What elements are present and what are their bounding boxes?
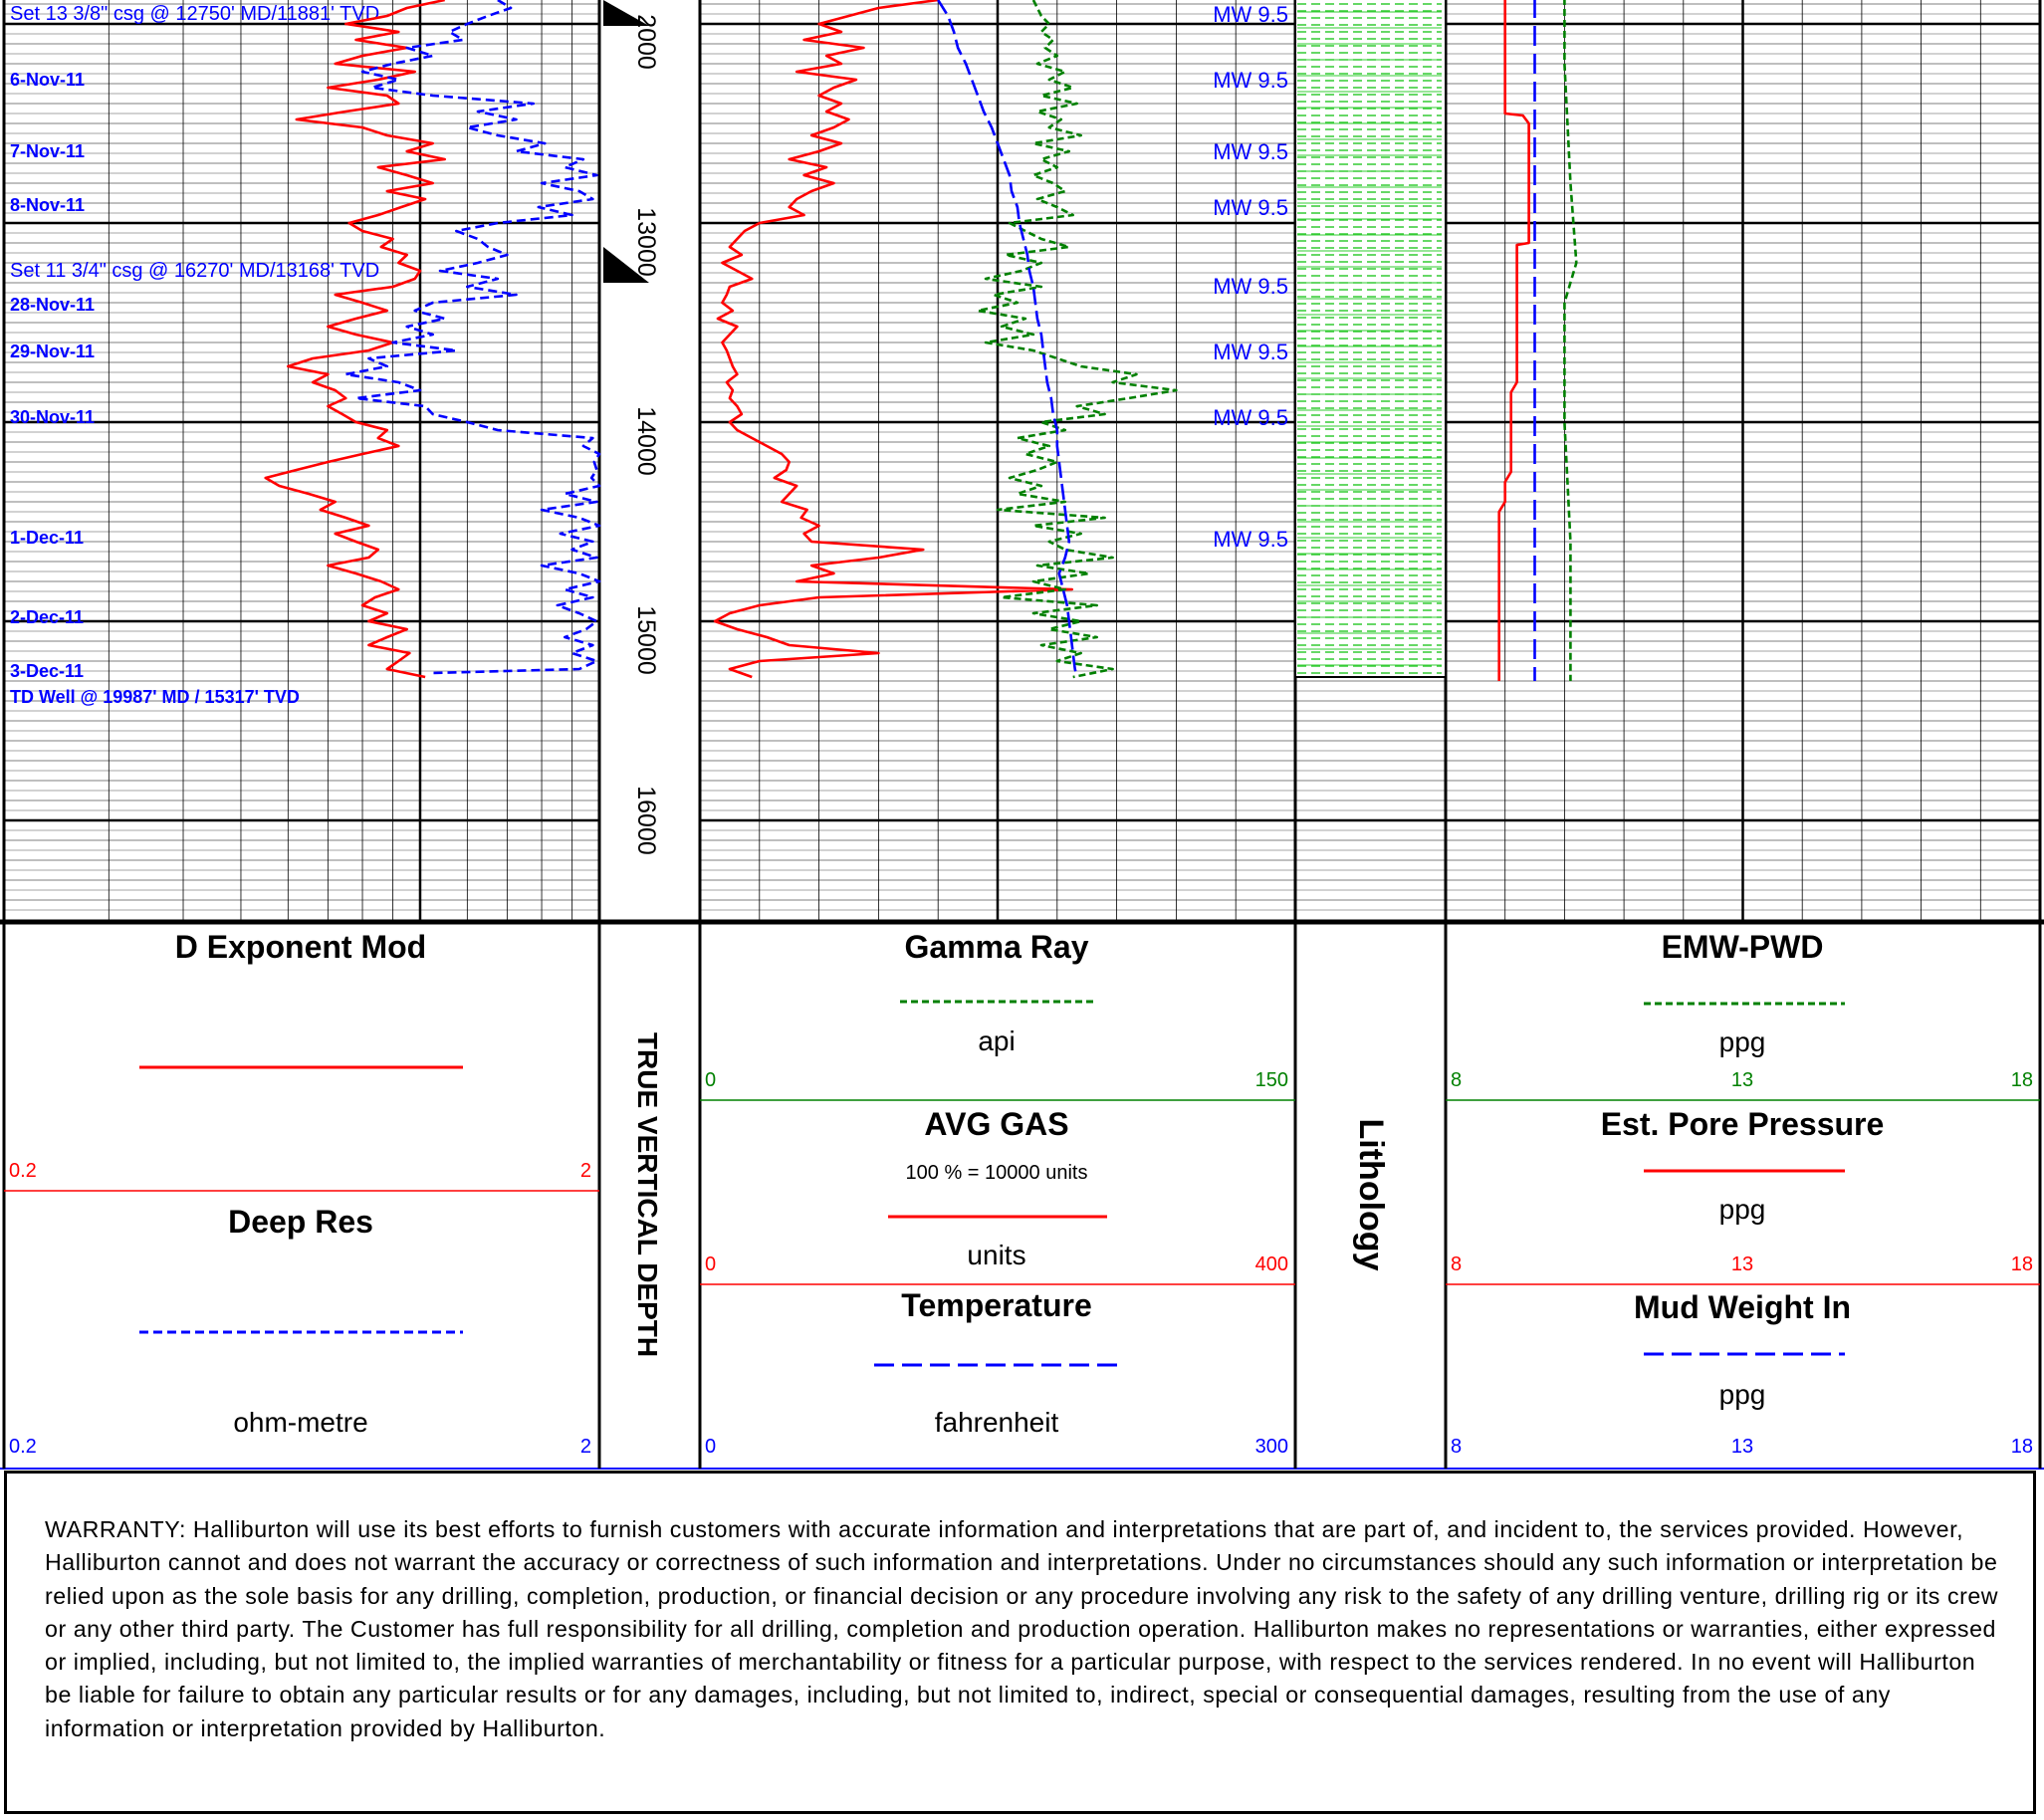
d-exponent-max: 2	[580, 1160, 591, 1182]
pore-pressure-mid: 13	[1731, 1253, 1753, 1275]
curve-gamma-ray	[976, 0, 1178, 679]
log-curves	[264, 0, 1578, 681]
gamma-ray-min: 0	[705, 1069, 716, 1091]
mw-label: MW 9.5	[1213, 2, 1288, 27]
depth-track-header: TRUE VERTICAL DEPTH	[632, 1032, 663, 1357]
mud-weight-in-mid: 13	[1731, 1436, 1753, 1458]
casing-annotation-13-3-8: Set 13 3/8" csg @ 12750' MD/11881' TVD	[10, 3, 379, 25]
gamma-ray-title: Gamma Ray	[905, 929, 1089, 965]
curve-header-panel: D Exponent Mod 0.2 2 Deep Res ohm-metre …	[0, 919, 2044, 1470]
curve-avg-gas	[713, 0, 1074, 679]
gamma-ray-max: 150	[1255, 1069, 1288, 1091]
deep-res-title: Deep Res	[228, 1204, 373, 1240]
date-label: 29-Nov-11	[10, 341, 95, 361]
mw-label: MW 9.5	[1213, 274, 1288, 299]
mw-label: MW 9.5	[1213, 340, 1288, 364]
warranty-text: WARRANTY: Halliburton will use its best …	[45, 1516, 1999, 1741]
depth-tick-label: 14000	[632, 406, 660, 476]
casing-shoe-marker	[603, 247, 649, 283]
gamma-ray-unit: api	[978, 1025, 1015, 1056]
grid-layer	[2, 0, 2042, 921]
avg-gas-unit: units	[967, 1240, 1025, 1270]
mw-label: MW 9.5	[1213, 527, 1288, 552]
avg-gas-min: 0	[705, 1253, 716, 1275]
pore-pressure-title: Est. Pore Pressure	[1601, 1106, 1885, 1142]
emw-pwd-mid: 13	[1731, 1069, 1753, 1091]
avg-gas-title: AVG GAS	[924, 1106, 1068, 1142]
warranty-box: WARRANTY: Halliburton will use its best …	[4, 1471, 2036, 1814]
mud-weight-in-max: 18	[2011, 1436, 2033, 1458]
date-label: 3-Dec-11	[10, 661, 84, 681]
date-label: 7-Nov-11	[10, 141, 85, 161]
temperature-title: Temperature	[901, 1287, 1091, 1323]
avg-gas-note: 100 % = 10000 units	[906, 1162, 1088, 1184]
emw-pwd-unit: ppg	[1719, 1026, 1766, 1057]
emw-pwd-max: 18	[2011, 1069, 2033, 1091]
deep-res-unit: ohm-metre	[233, 1407, 367, 1438]
deep-res-min: 0.2	[9, 1436, 37, 1458]
depth-tick-label: 16000	[632, 786, 660, 855]
depth-tick-label: 2000	[632, 14, 660, 70]
d-exponent-title: D Exponent Mod	[175, 929, 426, 965]
depth-tick-label: 13000	[632, 207, 660, 277]
lithology-title: Lithology	[1352, 1119, 1390, 1271]
date-label: 30-Nov-11	[10, 407, 95, 427]
date-label: 8-Nov-11	[10, 195, 85, 215]
date-label: 6-Nov-11	[10, 70, 85, 90]
mw-label: MW 9.5	[1213, 68, 1288, 93]
mud-log-chart: Set 13 3/8" csg @ 12750' MD/11881' TVD 6…	[0, 0, 2044, 1470]
mud-weight-in-min: 8	[1451, 1436, 1462, 1458]
mud-weight-in-title: Mud Weight In	[1634, 1289, 1851, 1325]
mud-weight-labels: MW 9.5 MW 9.5 MW 9.5 MW 9.5 MW 9.5 MW 9.…	[1213, 2, 1288, 552]
casing-shoe-marker	[603, 0, 649, 26]
curve-d-exponent-mod	[264, 0, 447, 679]
curve-emw-pwd	[1563, 0, 1578, 681]
casing-annotation-11-3-4: Set 11 3/4" csg @ 16270' MD/13168' TVD	[10, 260, 379, 282]
deep-res-max: 2	[580, 1436, 591, 1458]
avg-gas-max: 400	[1255, 1253, 1288, 1275]
temperature-max: 300	[1255, 1436, 1288, 1458]
temperature-min: 0	[705, 1436, 716, 1458]
mw-label: MW 9.5	[1213, 405, 1288, 430]
mw-label: MW 9.5	[1213, 195, 1288, 220]
lithology-track	[1295, 0, 1446, 678]
emw-pwd-min: 8	[1451, 1069, 1462, 1091]
curve-temperature	[937, 0, 1078, 678]
date-label: 1-Dec-11	[10, 528, 84, 548]
date-label: 28-Nov-11	[10, 295, 95, 315]
pore-pressure-min: 8	[1451, 1253, 1462, 1275]
mud-weight-in-unit: ppg	[1719, 1379, 1766, 1410]
curve-est-pore-pressure	[1497, 0, 1530, 681]
track1-annotations: Set 13 3/8" csg @ 12750' MD/11881' TVD 6…	[10, 3, 379, 707]
mw-label: MW 9.5	[1213, 139, 1288, 164]
curve-deep-res	[343, 0, 601, 675]
d-exponent-min: 0.2	[9, 1160, 37, 1182]
pore-pressure-max: 18	[2011, 1253, 2033, 1275]
depth-axis-labels: 2000 13000 14000 15000 16000	[632, 14, 660, 855]
td-well-annotation: TD Well @ 19987' MD / 15317' TVD	[10, 687, 300, 707]
pore-pressure-unit: ppg	[1719, 1194, 1766, 1225]
date-label: 2-Dec-11	[10, 607, 84, 627]
temperature-unit: fahrenheit	[935, 1407, 1059, 1438]
emw-pwd-title: EMW-PWD	[1662, 929, 1824, 965]
depth-tick-label: 15000	[632, 605, 660, 675]
